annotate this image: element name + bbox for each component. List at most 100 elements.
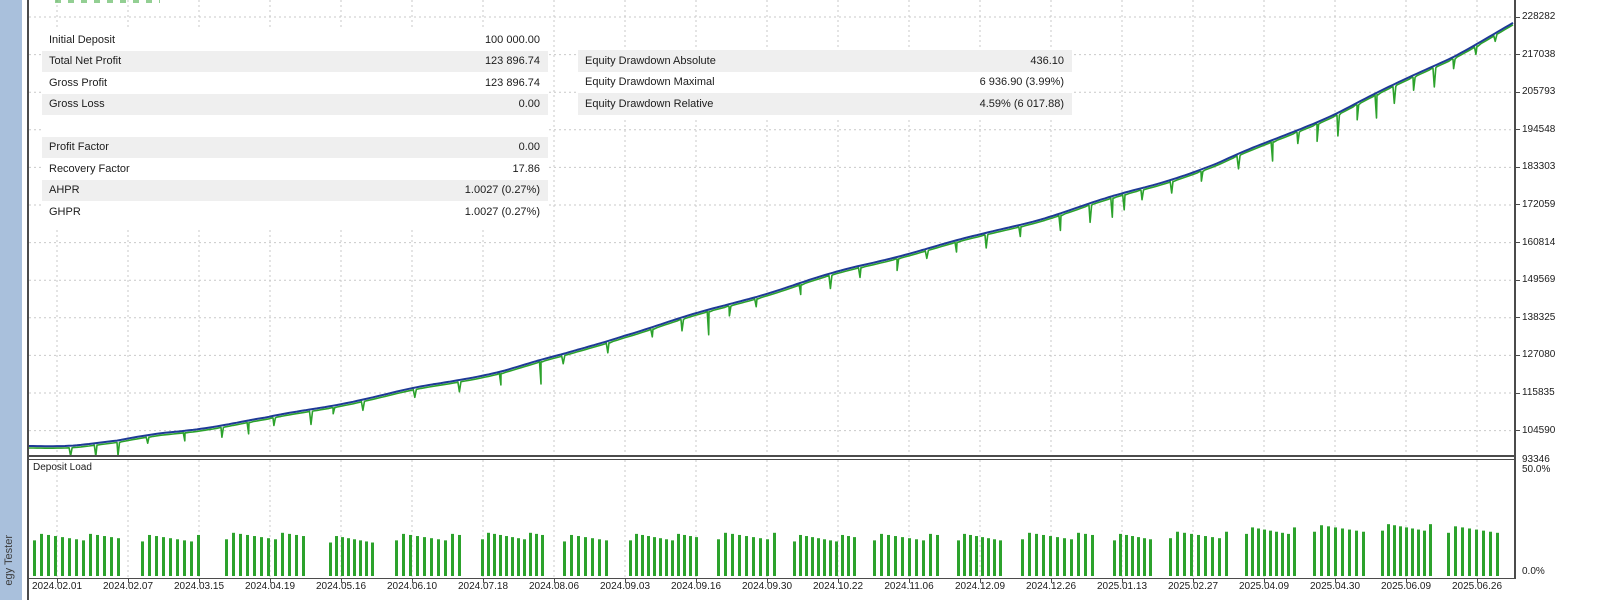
deposit-load-bar — [54, 536, 57, 576]
deposit-load-bar — [487, 532, 490, 576]
deposit-load-bar — [430, 538, 433, 576]
stat-value: 17.86 — [512, 162, 540, 175]
deposit-load-bar — [183, 540, 186, 576]
deposit-load-bar — [1341, 528, 1344, 576]
deposit-load-bar — [499, 534, 502, 576]
deposit-load-bar — [295, 534, 298, 576]
y-axis-tick — [1516, 354, 1520, 356]
sidebar-gap — [22, 0, 27, 600]
deposit-load-bar — [267, 538, 270, 576]
deposit-load-bar — [1475, 529, 1478, 576]
window-border — [27, 0, 29, 600]
deposit-load-bar — [1411, 528, 1414, 576]
deposit-load-bar — [423, 537, 426, 576]
deposit-load-bar — [1417, 529, 1420, 576]
deposit-load-bar — [75, 539, 78, 576]
deposit-load-bar — [1251, 527, 1254, 576]
date-axis-label: 2025.06.09 — [1380, 581, 1432, 592]
deposit-load-bar — [717, 539, 720, 576]
value-axis-line — [1514, 0, 1516, 579]
table-row: Recovery Factor 17.86 — [42, 158, 548, 180]
deposit-load-bar — [1070, 539, 1073, 576]
deposit-load-bar — [999, 540, 1002, 576]
deposit-load-bar — [232, 532, 235, 576]
deposit-load-bar — [1454, 526, 1457, 576]
deposit-load-bar — [584, 537, 587, 576]
deposit-load-bar — [570, 534, 573, 576]
deposit-load-bar — [1119, 533, 1122, 576]
deposit-load-bar — [96, 534, 99, 576]
deposit-load-bar — [416, 536, 419, 576]
equity-chart-svg[interactable] — [29, 0, 1514, 456]
x-axis-tick — [1264, 579, 1265, 583]
deposit-load-bar — [689, 536, 692, 576]
x-axis-tick — [483, 579, 484, 583]
deposit-load-bar — [1461, 527, 1464, 576]
table-row: Gross Profit 123 896.74 — [42, 72, 548, 94]
deposit-load-bar — [359, 540, 362, 576]
deposit-load-bar — [671, 540, 674, 576]
stat-label: Recovery Factor — [49, 162, 130, 175]
date-axis-label: 2025.04.09 — [1238, 581, 1290, 592]
date-axis-label: 2024.08.06 — [528, 581, 580, 592]
deposit-load-bar — [665, 539, 668, 576]
stat-value: 100 000.00 — [484, 33, 540, 46]
deposit-load-bar — [752, 537, 755, 576]
deposit-load-bar — [811, 537, 814, 576]
deposit-load-bar — [969, 534, 972, 576]
deposit-load-bar — [1348, 529, 1351, 576]
y-axis-tick — [1516, 166, 1520, 168]
deposit-load-bar — [347, 538, 350, 576]
deposit-load-bar — [1077, 532, 1080, 576]
deposit-load-bar — [33, 540, 36, 576]
deposit-load-bar — [894, 536, 897, 576]
stats-table-left: Initial Deposit 100 000.00 Total Net Profi… — [42, 27, 548, 229]
deposit-load-bar — [829, 540, 832, 576]
deposit-load-bar — [47, 534, 50, 576]
deposit-load-bar — [402, 533, 405, 576]
date-axis-label: 2025.04.30 — [1309, 581, 1361, 592]
deposit-load-bar — [353, 539, 356, 576]
report-chart-area[interactable]: Initial Deposit 100 000.00 Total Net Profi… — [29, 0, 1516, 600]
deposit-load-bar — [1113, 540, 1116, 576]
y-axis-tick — [1516, 392, 1520, 394]
deposit-load-bar — [823, 539, 826, 576]
table-row: Equity Drawdown Absolute 436.10 — [578, 50, 1072, 72]
deposit-load-bar — [659, 538, 662, 576]
value-axis: 228282 217038 205793 194548 183303 172059 1608… — [1514, 0, 1600, 600]
deposit-load-bar — [1381, 530, 1384, 576]
deposit-load-bar — [563, 541, 566, 576]
deposit-load-bar — [957, 540, 960, 576]
table-row: Equity Drawdown Relative 4.59% (6 017.88) — [578, 93, 1072, 115]
sidebar-tab-label: egy Tester — [3, 535, 15, 586]
deposit-load-bar — [1447, 532, 1450, 576]
deposit-load-bar — [505, 536, 508, 576]
deposit-load-bar — [591, 538, 594, 576]
y-axis-label: 194548 — [1522, 123, 1556, 135]
deposit-load-bar — [1429, 524, 1432, 576]
deposit-load-bar — [246, 534, 249, 576]
y-axis-tick — [1516, 430, 1520, 432]
x-axis-tick — [1477, 579, 1478, 583]
deposit-load-bar — [1143, 538, 1146, 576]
strategy-tester-sidebar-tab[interactable]: egy Tester — [0, 0, 22, 600]
deposit-load-bar — [915, 539, 918, 576]
table-row: AHPR 1.0027 (0.27%) — [42, 179, 548, 201]
deposit-load-bar — [793, 541, 796, 576]
deposit-load-bar — [1423, 530, 1426, 576]
date-axis-label: 2025.01.13 — [1096, 581, 1148, 592]
deposit-load-bar — [1293, 527, 1296, 576]
deposit-load-bar — [89, 533, 92, 576]
deposit-load-bar — [841, 534, 844, 576]
deposit-load-bar — [481, 539, 484, 576]
x-axis-tick — [199, 579, 200, 583]
deposit-load-bar — [629, 540, 632, 576]
deposit-load-svg[interactable] — [29, 460, 1514, 578]
deposit-load-bar — [281, 532, 284, 576]
date-axis-label: 2024.12.26 — [1025, 581, 1077, 592]
panel-separator-line — [29, 455, 1516, 457]
deposit-load-bar — [922, 540, 925, 576]
deposit-load-bar — [695, 537, 698, 576]
deposit-load-bar — [61, 537, 64, 576]
deposit-load-bar — [929, 533, 932, 576]
